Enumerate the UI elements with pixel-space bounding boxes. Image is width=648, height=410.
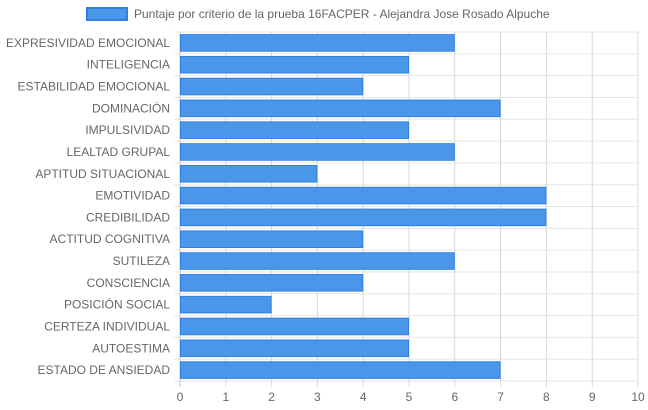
y-axis-label: CONSCIENCIA bbox=[87, 276, 170, 290]
bar bbox=[180, 230, 364, 249]
legend-label[interactable]: Puntaje por criterio de la prueba 16FACP… bbox=[134, 7, 550, 21]
legend[interactable]: Puntaje por criterio de la prueba 16FACP… bbox=[86, 7, 550, 21]
x-axis-tick-label: 9 bbox=[589, 390, 596, 404]
x-axis-tick-label: 2 bbox=[268, 390, 275, 404]
bars bbox=[180, 34, 547, 379]
bar bbox=[180, 252, 455, 270]
x-axis-tick-label: 0 bbox=[177, 390, 184, 404]
bar bbox=[180, 295, 272, 314]
y-axis-label: ESTABILIDAD EMOCIONAL bbox=[18, 80, 171, 94]
y-axis-label: POSICIÓN SOCIAL bbox=[64, 297, 170, 312]
x-axis-tick-label: 1 bbox=[222, 390, 229, 404]
bar bbox=[180, 317, 409, 336]
bar bbox=[180, 34, 455, 52]
y-axis-label: APTITUD SITUACIONAL bbox=[35, 167, 170, 181]
x-axis-tick-label: 4 bbox=[360, 390, 367, 404]
y-axis-label: DOMINACIÓN bbox=[92, 100, 170, 115]
y-axis-label: IMPULSIVIDAD bbox=[85, 123, 170, 137]
y-axis-label: CERTEZA INDIVIDUAL bbox=[44, 319, 170, 333]
x-axis-tick-label: 3 bbox=[314, 390, 321, 404]
bar bbox=[180, 143, 455, 161]
y-axis-labels: EXPRESIVIDAD EMOCIONAL INTELIGENCIA ESTABI… bbox=[6, 36, 170, 377]
y-axis-label: AUTOESTIMA bbox=[92, 341, 170, 355]
legend-swatch[interactable] bbox=[86, 7, 128, 21]
y-axis-label: CREDIBILIDAD bbox=[86, 210, 170, 224]
y-axis-label: EMOTIVIDAD bbox=[95, 189, 170, 203]
bar bbox=[180, 77, 364, 96]
bar bbox=[180, 121, 409, 139]
x-axis-tick-label: 7 bbox=[497, 390, 504, 404]
y-axis-label: ACTITUD COGNITIVA bbox=[50, 232, 170, 246]
bar bbox=[180, 361, 501, 379]
bar bbox=[180, 186, 547, 205]
bar bbox=[180, 274, 364, 292]
y-axis-label: ESTADO DE ANSIEDAD bbox=[38, 363, 171, 377]
y-axis-label: LEALTAD GRUPAL bbox=[67, 145, 171, 159]
bar bbox=[180, 55, 409, 74]
y-axis-label: SUTILEZA bbox=[113, 254, 170, 268]
y-axis-label: EXPRESIVIDAD EMOCIONAL bbox=[6, 36, 170, 50]
x-axis-tick-label: 5 bbox=[406, 390, 413, 404]
x-axis-tick-label: 6 bbox=[451, 390, 458, 404]
bar bbox=[180, 164, 318, 183]
bar bbox=[180, 208, 547, 227]
x-axis-tick-label: 10 bbox=[631, 390, 645, 404]
x-axis-tick-label: 8 bbox=[543, 390, 550, 404]
y-axis-label: INTELIGENCIA bbox=[87, 58, 170, 72]
bar bbox=[180, 99, 501, 118]
bar bbox=[180, 339, 409, 358]
x-axis-ticks: 0 1 2 3 4 5 6 7 8 9 10 bbox=[177, 390, 645, 404]
